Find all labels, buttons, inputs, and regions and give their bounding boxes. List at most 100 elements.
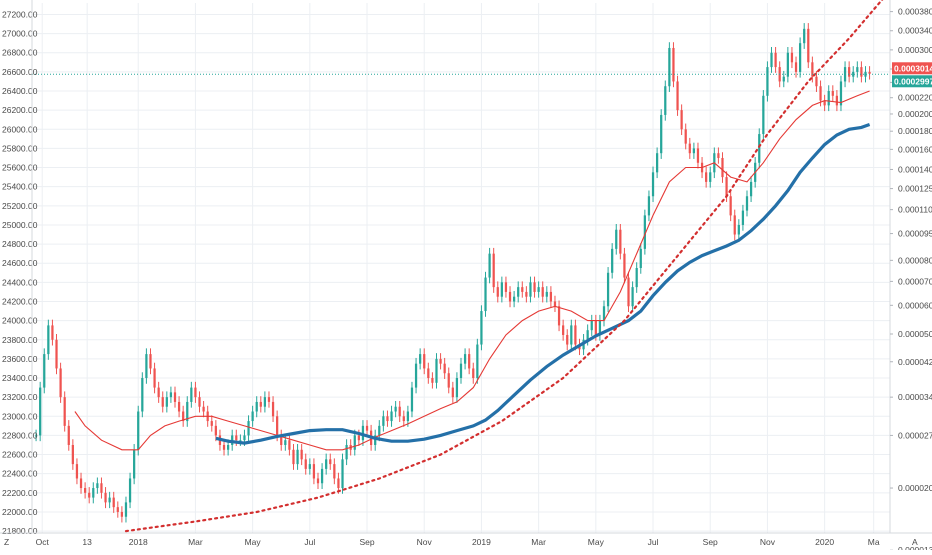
candle-body	[484, 277, 487, 312]
candle-body	[864, 71, 867, 77]
candle-body	[447, 373, 450, 388]
x-axis-tick-label: Jul	[304, 537, 315, 547]
candle-body	[463, 354, 467, 364]
candle-body	[488, 253, 491, 278]
candle-body	[357, 435, 360, 441]
left-axis-tick-label: 26200.00	[2, 105, 38, 115]
candle-body	[243, 435, 246, 441]
left-axis-tick-label: 23800.00	[2, 335, 38, 345]
candle-body	[316, 478, 320, 484]
price-tag	[892, 62, 932, 75]
candle-body	[476, 344, 479, 379]
x-axis-tick-label: Ma	[868, 537, 880, 547]
candle-body	[235, 435, 238, 441]
candle-body	[92, 488, 95, 498]
candle-body	[353, 435, 356, 450]
candle-body	[766, 67, 769, 96]
series-line-sma-long	[215, 122, 871, 445]
candle-body	[34, 435, 38, 437]
candle-body	[83, 488, 87, 493]
candle-body	[169, 392, 173, 398]
left-axis-tick-label: 27000.00	[2, 29, 38, 39]
candle-body	[365, 425, 369, 431]
candle-body	[737, 224, 740, 235]
candle-body	[709, 172, 712, 182]
candle-body	[606, 272, 610, 307]
candle-body	[222, 444, 226, 450]
candle-body	[329, 459, 332, 465]
candle-body	[333, 464, 336, 479]
candle-body	[762, 95, 765, 135]
candle-body	[717, 153, 720, 158]
candle-body	[271, 401, 275, 417]
candle-body	[512, 296, 516, 302]
candle-body	[43, 354, 46, 388]
candle-body	[320, 468, 324, 484]
left-axis-tick-label: 23200.00	[2, 392, 38, 402]
candle-body	[300, 449, 303, 460]
right-axis-tick-label: 0.00002700	[898, 430, 932, 440]
candle-body	[668, 47, 671, 87]
right-axis-tick-label: 0.00011000	[898, 205, 932, 215]
candle-body	[423, 354, 426, 369]
candle-body	[431, 378, 434, 383]
candle-body	[137, 411, 140, 450]
auto-scale-marker: A	[912, 537, 918, 547]
left-axis-tick-label: 23400.00	[2, 373, 38, 383]
x-axis-tick-label: 2019	[472, 537, 491, 547]
candle-body	[251, 411, 254, 422]
price-tags: 0.00030142 0.00029978	[892, 62, 932, 88]
candle-body	[255, 401, 258, 412]
candle-body	[239, 440, 242, 442]
candle-body	[627, 277, 630, 307]
candle-body	[741, 210, 745, 225]
left-axis-tick-label: 26400.00	[2, 86, 38, 96]
candle-body	[267, 397, 271, 402]
candle-body	[59, 368, 62, 398]
left-axis-tick-label: 24600.00	[2, 258, 38, 268]
x-axis-tick-label: May	[588, 537, 605, 547]
grid-lines	[32, 3, 890, 533]
candle-body	[868, 71, 871, 74]
left-axis: 21800.00 22000.00 22200.00 22400.00 22600.00…	[2, 0, 38, 536]
candle-body	[202, 406, 205, 412]
candle-body	[427, 368, 430, 379]
candle-body	[67, 425, 70, 445]
candle-body	[177, 401, 181, 412]
candle-body	[492, 253, 495, 288]
candle-body	[112, 497, 115, 508]
candle-body	[672, 47, 675, 82]
candle-body	[345, 444, 348, 460]
candle-body	[517, 287, 520, 297]
left-axis-tick-label: 25600.00	[2, 163, 38, 173]
right-axis-tick-label: 0.00016000	[898, 144, 932, 154]
candle-body	[807, 28, 810, 63]
left-axis-tick-label: 26000.00	[2, 124, 38, 134]
candle-body	[71, 444, 74, 465]
left-axis-tick-label: 24200.00	[2, 296, 38, 306]
candle-body	[500, 282, 503, 297]
candle-body	[852, 71, 855, 77]
x-axis-tick-label: Mar	[531, 537, 546, 547]
left-axis-tick-label: 22000.00	[2, 507, 38, 517]
candle-body	[406, 411, 410, 422]
left-axis-tick-label: 24400.00	[2, 277, 38, 287]
candle-body	[382, 416, 385, 426]
candle-body	[684, 129, 687, 144]
right-axis-tick-label: 0.00008000	[898, 255, 932, 265]
candle-body	[745, 196, 749, 211]
candle-body	[660, 114, 663, 154]
candle-body	[680, 110, 683, 130]
candle-body	[553, 301, 557, 307]
candle-body	[186, 401, 189, 422]
left-axis-tick-label: 26600.00	[2, 67, 38, 77]
candle-body	[508, 291, 512, 302]
left-axis-tick-label: 22600.00	[2, 450, 38, 460]
candle-body	[374, 435, 377, 445]
candle-body	[337, 478, 340, 489]
candle-body	[214, 425, 217, 436]
right-axis-tick-label: 0.00030000	[898, 45, 932, 55]
candle-body	[676, 81, 679, 111]
